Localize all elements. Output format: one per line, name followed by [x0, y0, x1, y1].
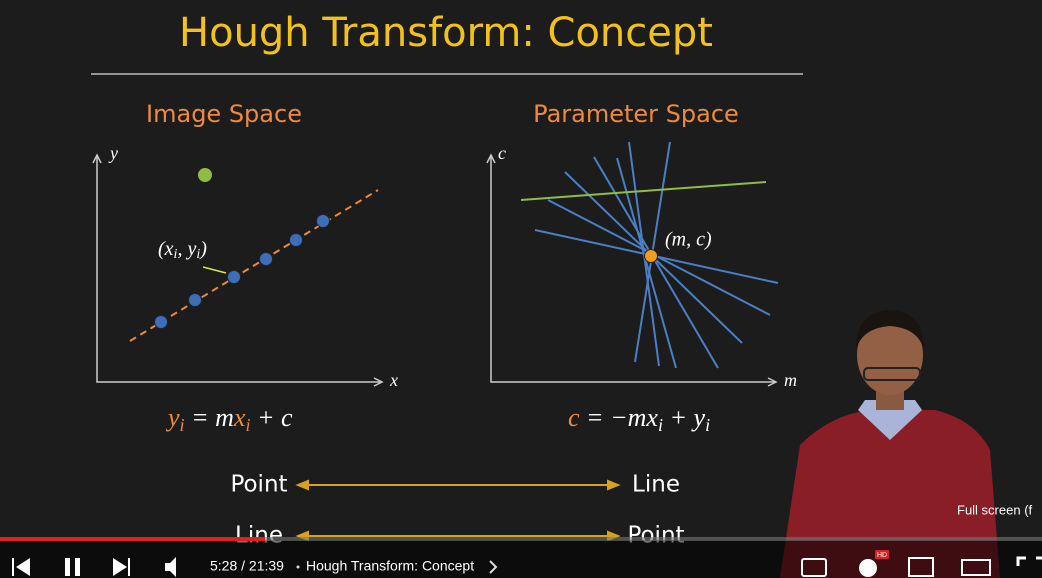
next-button[interactable] [113, 558, 127, 576]
point-label: (xi, yi) [158, 238, 207, 263]
mapping-arrows [295, 479, 621, 542]
settings-button[interactable] [859, 559, 877, 577]
sweater [780, 410, 1000, 578]
text: x [233, 403, 246, 432]
presenter [780, 310, 1000, 578]
separator [296, 565, 300, 569]
next-icon [128, 558, 130, 576]
tooltip: Full screen (f [957, 502, 1033, 517]
point [289, 233, 303, 247]
text: = −m [580, 403, 647, 432]
text: ) [199, 238, 207, 260]
subscript: i [705, 415, 710, 435]
line [547, 199, 771, 316]
arrow [373, 377, 384, 387]
arrow-head [607, 479, 621, 491]
point [259, 252, 273, 266]
hd-badge [875, 550, 889, 559]
right-axes [486, 153, 778, 387]
arrow [486, 153, 496, 164]
point [316, 214, 330, 228]
pointer [202, 266, 227, 274]
head [857, 315, 923, 395]
left-axes [92, 153, 384, 387]
progress-track[interactable] [0, 537, 1042, 541]
axis-label: y [108, 143, 118, 163]
hair [855, 310, 925, 350]
subscript: i [174, 247, 178, 262]
fit-line [129, 189, 379, 342]
intersection-label: (m, c) [665, 229, 712, 251]
glasses [863, 367, 921, 381]
point [154, 315, 168, 329]
arrow [767, 377, 778, 387]
text: (x [158, 238, 174, 260]
equation-right: c = −mxi + yi [568, 403, 710, 435]
mapping-left: Point [230, 472, 287, 498]
subscript: i [180, 415, 185, 435]
intersection-point [644, 249, 658, 263]
text: c [568, 403, 580, 432]
text: x [645, 403, 658, 432]
point [188, 293, 202, 307]
subscript: i [196, 247, 200, 262]
collar [858, 400, 922, 440]
chapter-title[interactable]: Hough Transform: Concept [306, 558, 474, 574]
green-line [520, 181, 767, 201]
axis-line [96, 155, 382, 383]
text: + c [250, 403, 293, 432]
points [154, 214, 330, 329]
text: + y [663, 403, 706, 432]
chapter-arrow [489, 560, 498, 574]
theater-button[interactable] [961, 559, 991, 576]
pause-icon [75, 558, 80, 576]
subscript: i [245, 415, 250, 435]
miniplayer-button[interactable] [908, 557, 934, 577]
axis-line [490, 155, 776, 383]
previous-button[interactable] [12, 558, 14, 576]
volume-button[interactable] [165, 557, 176, 577]
time-display: 5:28 / 21:39 [210, 558, 284, 574]
axis-label: x [389, 370, 398, 390]
arrow-head [295, 479, 309, 491]
hd-text: HD [877, 552, 887, 559]
arrow [92, 153, 102, 164]
line [628, 141, 660, 367]
progress-played [0, 537, 265, 541]
equation-left: yi = mxi + c [165, 403, 293, 435]
previous-icon [16, 558, 30, 576]
fullscreen-button[interactable] [1016, 556, 1026, 566]
axis-label: c [498, 143, 506, 163]
left-heading: Image Space [146, 100, 302, 128]
subscript: i [658, 415, 663, 435]
pause-button[interactable] [65, 558, 70, 576]
captions-button[interactable] [801, 558, 827, 577]
point [227, 270, 241, 284]
slide-title: Hough Transform: Concept [179, 10, 713, 56]
text: = m [185, 403, 234, 432]
mapping-right: Line [632, 472, 680, 498]
text: , y [177, 238, 196, 260]
outlier-point [198, 168, 212, 182]
text: y [165, 403, 180, 432]
right-heading: Parameter Space [533, 100, 739, 128]
axis-label: m [784, 370, 797, 390]
